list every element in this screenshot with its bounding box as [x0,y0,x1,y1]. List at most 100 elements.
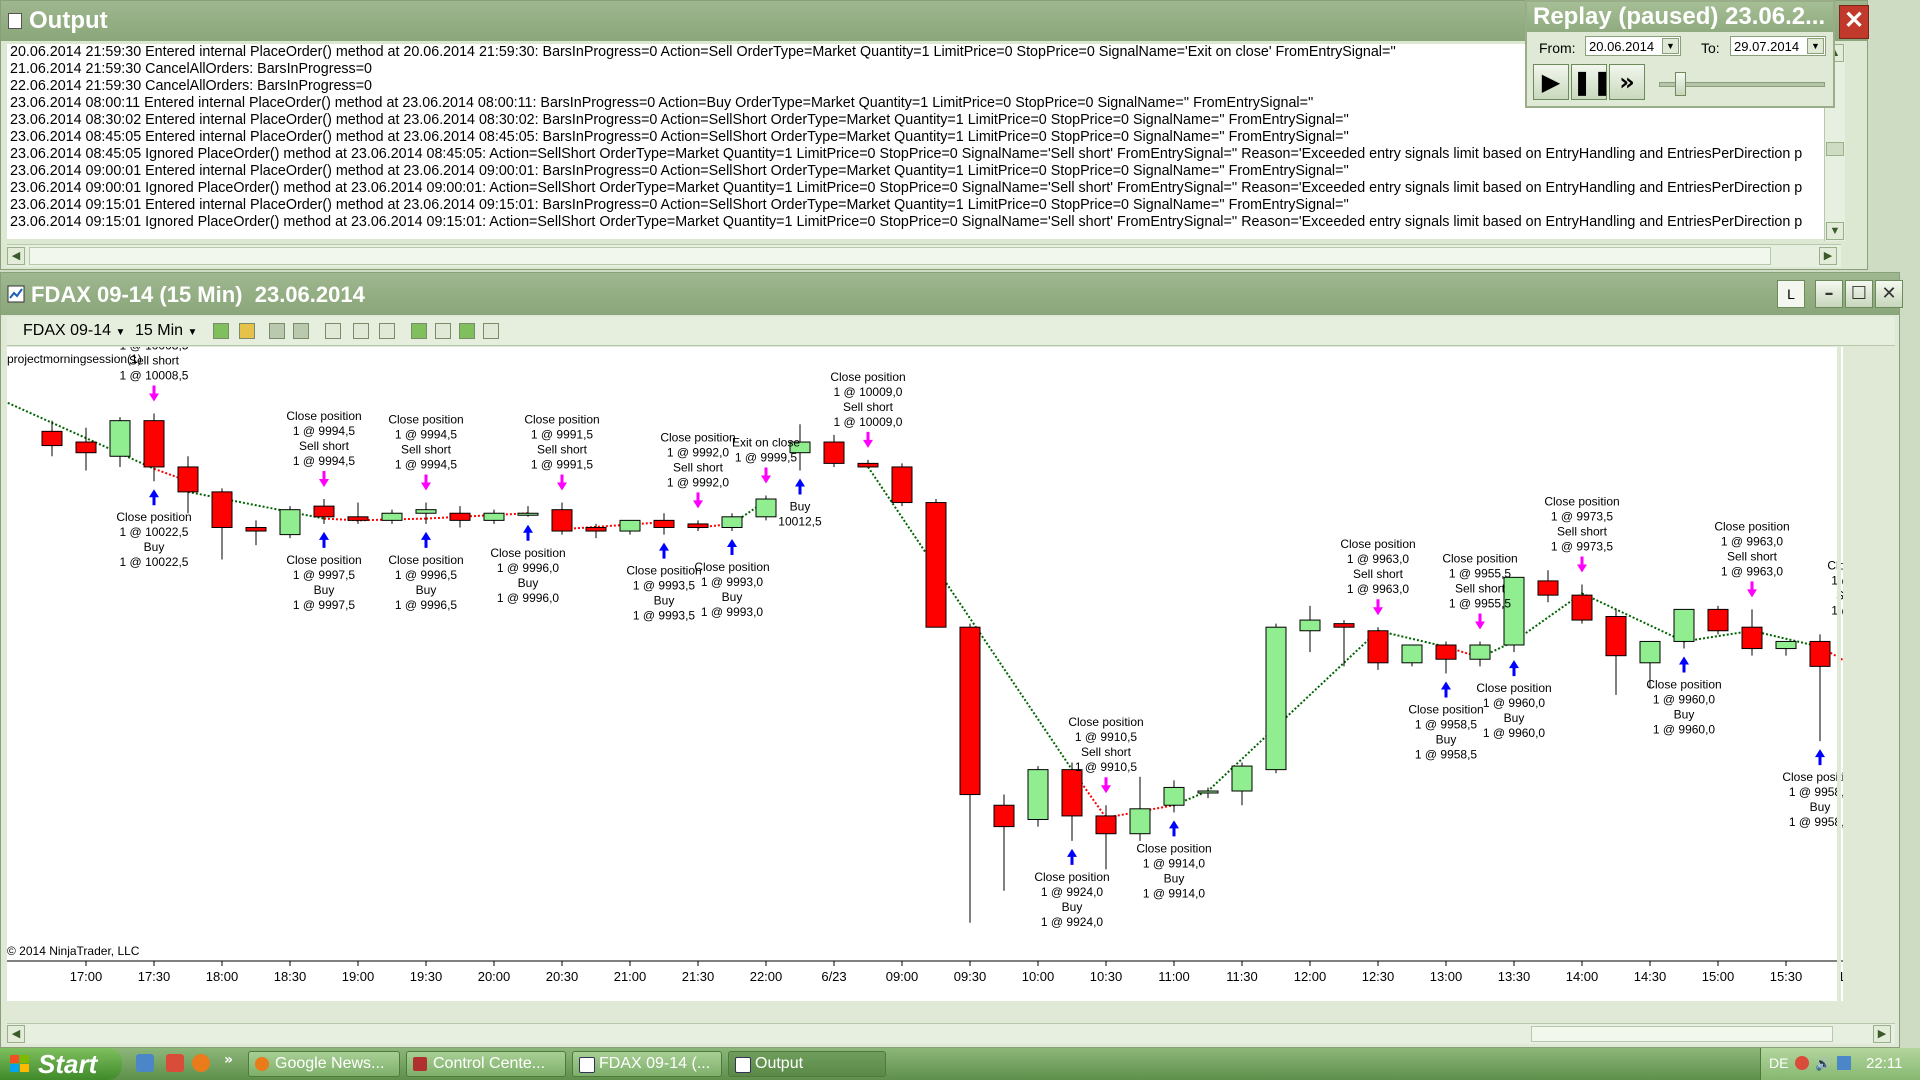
trade-annotation: 1 @ 10009,0 [834,385,903,399]
chevron-right-icon[interactable]: » [224,1052,234,1068]
trade-annotation: 1 @ 9958,5 [1415,717,1478,731]
output-log[interactable]: 20.06.2014 21:59:30 Entered internal Pla… [7,44,1839,239]
buy-arrow-icon [1169,820,1179,837]
x-tick-label: 10:00 [1022,969,1055,984]
trade-annotation: Close position [286,409,361,423]
candle [1673,608,1695,649]
candle-body [517,512,539,516]
strategies-icon[interactable] [435,323,451,339]
link-button[interactable]: L [1777,280,1805,308]
trade-annotation: 1 @ 9993,5 [633,609,696,623]
chevron-down-icon[interactable]: ▼ [1662,38,1679,54]
output-hscroll-thumb[interactable] [29,247,1771,265]
trade-annotation: Sell short [1455,581,1506,595]
candle [1061,762,1083,841]
indicators-icon[interactable] [411,323,427,339]
trade-annotation: Buy [518,576,539,590]
chart-titlebar[interactable]: FDAX 09-14 (15 Min) 23.06.2014 L – ☐ ✕ [1,273,1903,315]
ie-icon[interactable] [136,1054,154,1072]
fast-forward-button[interactable]: » [1609,64,1645,100]
x-tick-label: 14:30 [1634,969,1667,984]
language-indicator[interactable]: DE [1769,1055,1789,1071]
task-google-news[interactable]: Google News... [248,1051,400,1077]
log-line: 23.06.2014 09:15:01 Entered internal Pla… [10,197,1349,213]
output-horizontal-scrollbar[interactable]: ◀ ▶ [7,244,1841,267]
candle [925,499,947,628]
crosshair-icon[interactable] [269,323,285,339]
trade-annotation: Buy [1674,708,1695,722]
start-button[interactable]: Start [0,1048,122,1080]
x-tick-label: 09:00 [886,969,919,984]
templates-icon[interactable] [483,323,499,339]
volume-icon[interactable]: 🔊 [1815,1056,1832,1071]
task-control-center[interactable]: Control Cente... [406,1051,566,1077]
trade-annotation: 1 @ 10022,5 [120,525,189,539]
magnify-icon[interactable] [353,323,369,339]
replay-from-date[interactable]: 20.06.2014 ▼ [1585,36,1681,56]
x-tick-label: 21:00 [614,969,647,984]
candle [551,502,573,535]
data-box-icon[interactable] [459,323,475,339]
media-icon[interactable] [166,1054,184,1072]
candle-body [1095,815,1117,835]
minimize-button[interactable]: – [1815,280,1843,308]
play-button[interactable]: ▶ [1533,64,1569,100]
pause-button[interactable]: ❚❚ [1571,64,1612,100]
buy-arrow-icon [1679,656,1689,673]
short-trade-line [323,517,427,522]
scroll-down-icon[interactable]: ▼ [1826,222,1844,240]
sell-arrow-icon [1475,613,1485,630]
replay-speed-slider-thumb[interactable] [1675,72,1686,96]
trade-annotation: Sell short [1727,549,1778,563]
replay-to-date[interactable]: 29.07.2014 ▼ [1730,36,1826,56]
tray-app-icon[interactable] [1795,1056,1809,1070]
output-close-button[interactable]: ✕ [1839,5,1869,39]
zoom-icon[interactable] [293,323,309,339]
pointer-icon[interactable] [325,323,341,339]
chart-close-button[interactable]: ✕ [1875,280,1903,308]
replay-speed-slider[interactable] [1659,82,1825,87]
scroll-right-icon[interactable]: ▶ [1819,247,1837,265]
maximize-button[interactable]: ☐ [1845,280,1873,308]
firefox-icon[interactable] [192,1054,210,1072]
candle [823,434,845,467]
trade-annotation: 1 @ 9914,0 [1143,886,1206,900]
price-chart[interactable]: 9880,09890,09900,09910,09920,09930,09940… [7,347,1843,1001]
candle [415,502,437,524]
chevron-down-icon[interactable]: ▼ [1807,38,1824,54]
candle-body [653,519,675,528]
candle-body [1537,580,1559,596]
trade-annotation: 1 @ 9963,0 [1347,552,1410,566]
chart-separator [1837,347,1841,1023]
output-vscroll-thumb[interactable] [1826,142,1844,156]
candle [1537,570,1559,603]
bar-type-icon[interactable] [213,323,229,339]
candle-body [687,523,709,528]
task-label: Google News... [275,1055,385,1072]
scroll-left-icon[interactable]: ◀ [7,1025,25,1043]
task-output[interactable]: Output [728,1051,886,1077]
candle-body [1265,626,1287,771]
chart-horizontal-scrollbar[interactable]: ◀ ▶ [7,1023,1895,1044]
scroll-left-icon[interactable]: ◀ [7,247,25,265]
candle-body [245,526,267,532]
trade-annotation: 1 @ 9994,5 [293,454,356,468]
network-icon[interactable] [1837,1056,1851,1070]
candle-body [143,420,165,468]
task-fdax-chart[interactable]: FDAX 09-14 (... [572,1051,722,1077]
x-tick-label: 13:00 [1430,969,1463,984]
interval-selector[interactable]: 15 Min ▼ [135,322,197,340]
trade-annotation: 1 @ 10008,5 [120,347,189,353]
properties-icon[interactable] [379,323,395,339]
chart-hscroll-thumb[interactable] [1531,1026,1833,1042]
scroll-right-icon[interactable]: ▶ [1873,1025,1891,1043]
x-tick-label: 21:30 [682,969,715,984]
buy-arrow-icon [523,524,533,541]
pencil-icon[interactable] [239,323,255,339]
candle-body [41,430,63,447]
trade-annotation: Close position [660,430,735,444]
candle [1299,605,1321,653]
instrument-selector[interactable]: FDAX 09-14 ▼ [23,322,125,340]
taskbar: Start » Google News... Control Cente... … [0,1048,1920,1080]
chart-area[interactable]: 9880,09890,09900,09910,09920,09930,09940… [7,347,1843,1001]
